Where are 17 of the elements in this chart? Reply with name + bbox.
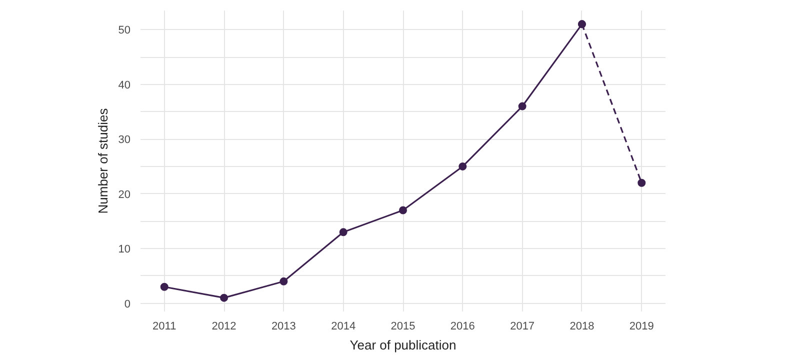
y-axis-title: Number of studies	[95, 108, 110, 214]
x-axis-title: Year of publication	[350, 338, 456, 352]
y-tick-label: 0	[124, 298, 131, 310]
x-tick-label: 2016	[450, 320, 475, 332]
x-tick-label: 2012	[212, 320, 236, 332]
y-tick-label: 10	[118, 244, 131, 256]
x-tick-label: 2013	[271, 320, 296, 332]
x-tick-label: 2011	[152, 320, 176, 332]
x-tick-label: 2019	[629, 320, 654, 332]
x-tick-label: 2017	[510, 320, 535, 332]
x-tick-label: 2014	[331, 320, 356, 332]
y-tick-label: 30	[118, 134, 131, 146]
x-tick-label: 2015	[390, 320, 416, 332]
y-tick-label: 20	[118, 188, 131, 201]
y-tick-label: 50	[118, 24, 131, 37]
x-tick-label: 2018	[570, 320, 594, 332]
y-tick-label: 40	[118, 79, 131, 92]
